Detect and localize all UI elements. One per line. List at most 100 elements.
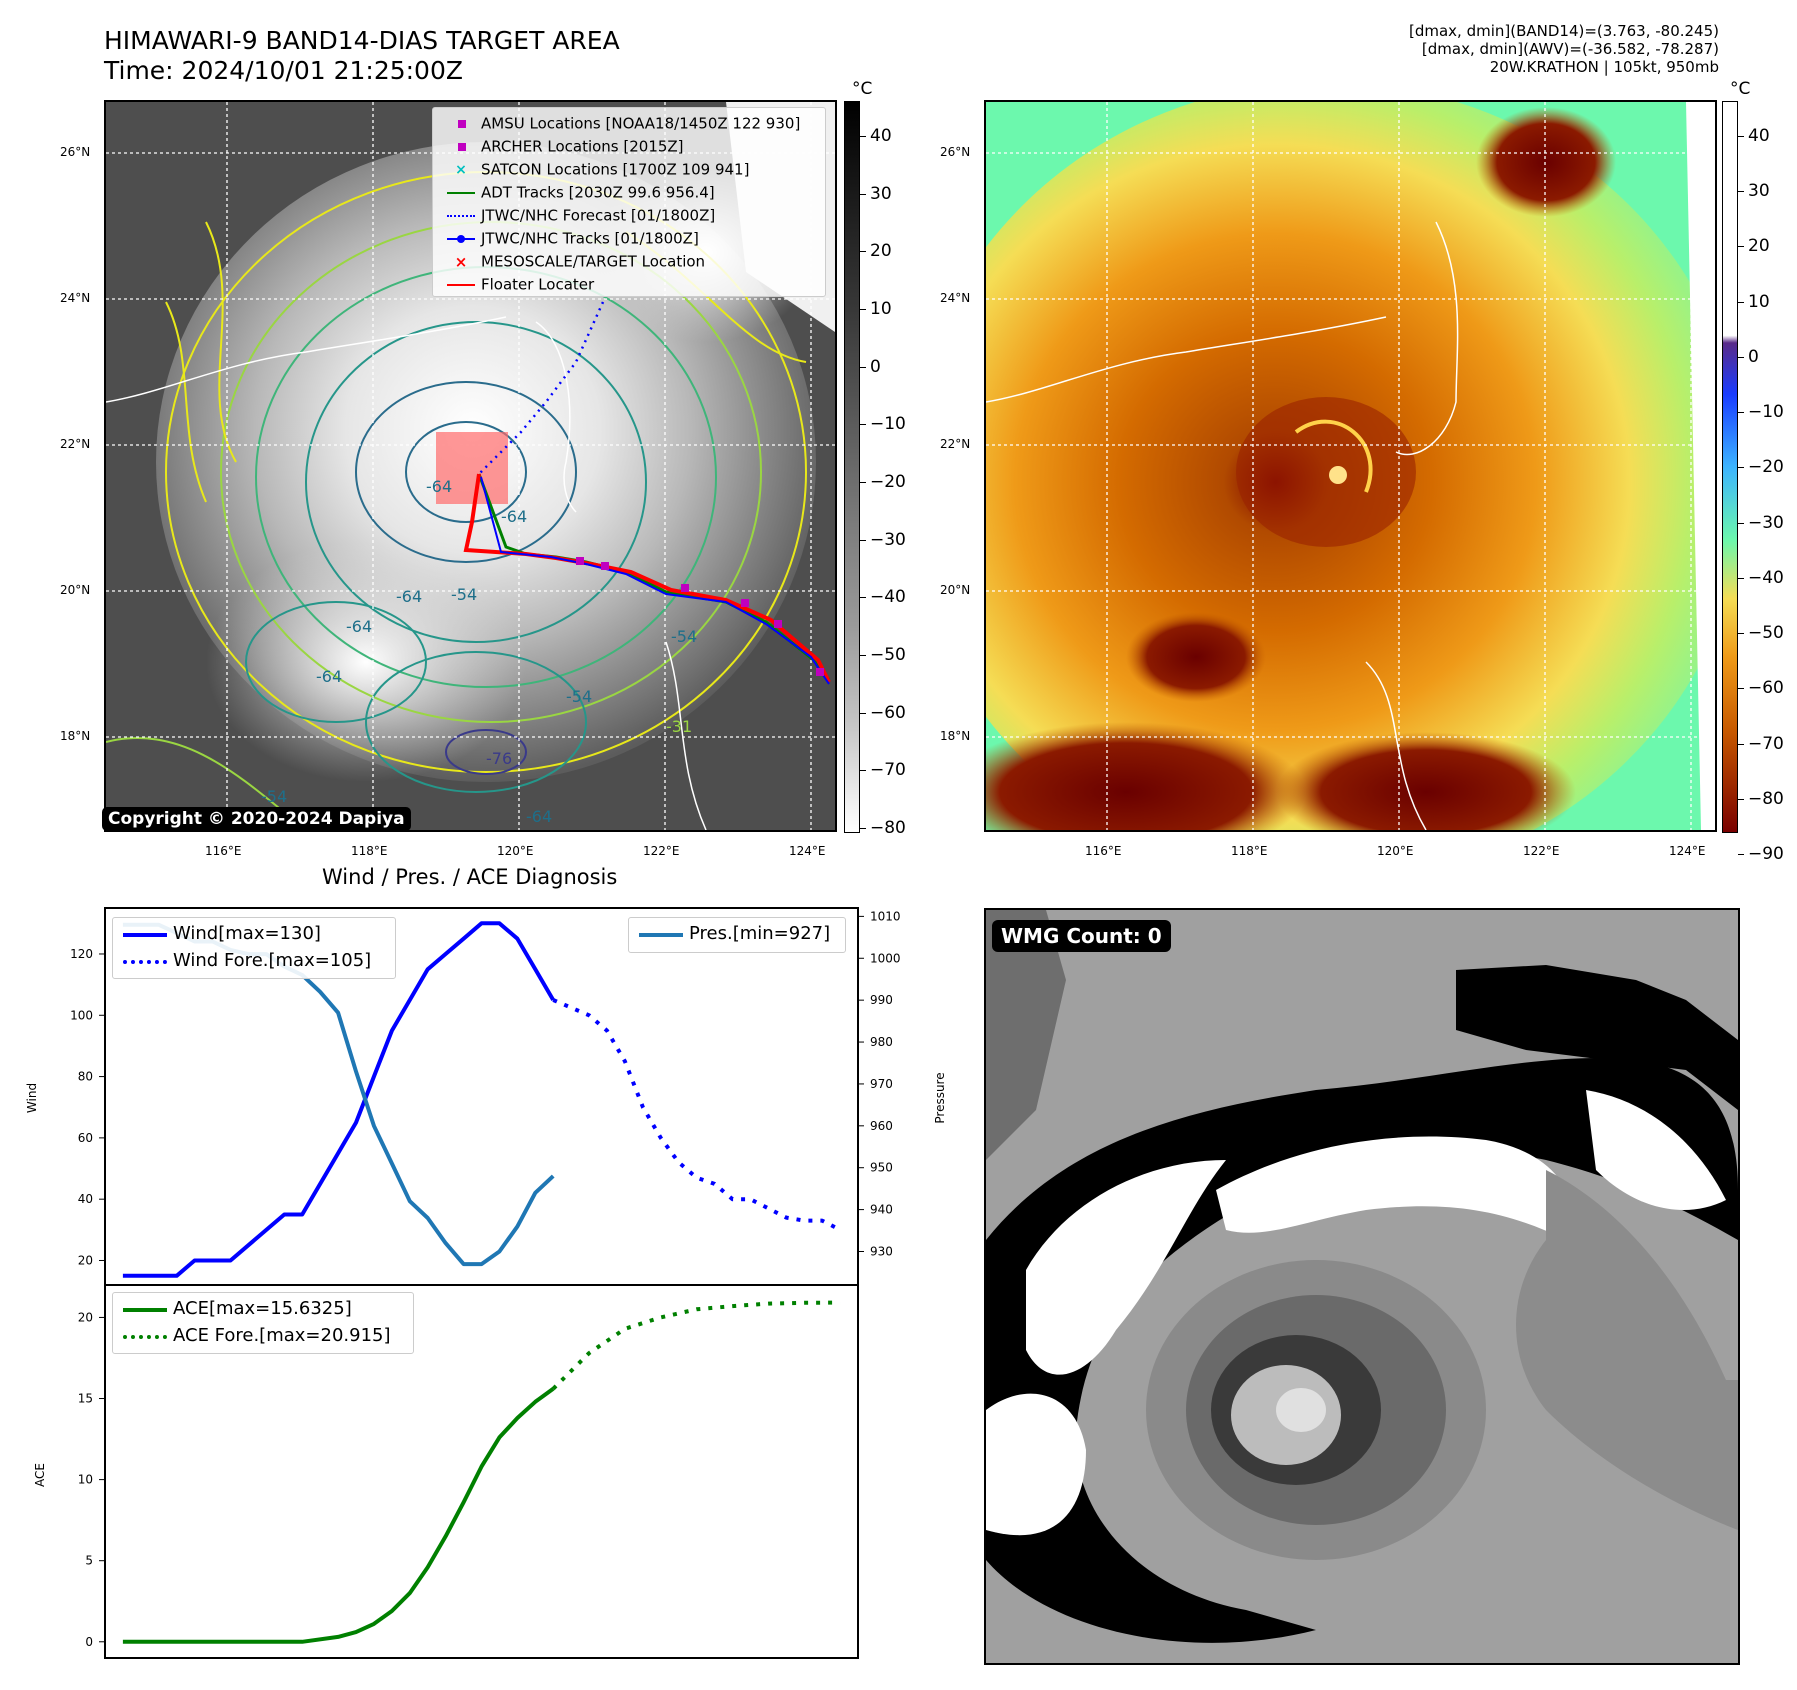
ace-plot: 0 5 10 15 20: [78, 1284, 859, 1659]
colorbar-tick-mark: [1738, 246, 1744, 248]
diagnosis-chart: 2040608010012093094095096097098099010001…: [25, 907, 947, 1659]
map-legend: AMSU Locations [NOAA18/1450Z 122 930] AR…: [432, 107, 826, 297]
contour-label: -31: [666, 717, 692, 736]
contour-label: -64: [316, 667, 342, 686]
pressure-tick-label: 1000: [870, 951, 901, 965]
ace-series-line-0: [122, 1387, 555, 1644]
lat-label: 20°N: [60, 583, 91, 597]
lon-label: 122°E: [643, 844, 680, 858]
ace-legend: ACE[max=15.6325] ACE Fore.[max=20.915]: [112, 1292, 414, 1354]
colorbar-tick-mark: [860, 251, 866, 253]
colorbar-tick-mark: [1738, 467, 1744, 469]
legend-item-target: × MESOSCALE/TARGET Location: [441, 250, 705, 272]
colorbar-tick-label: −50: [870, 645, 906, 665]
lon-label: 124°E: [789, 844, 826, 858]
colorbar-tick-label: 30: [1748, 181, 1770, 202]
legend-item-jtwc-forecast: JTWC/NHC Forecast [01/1800Z]: [441, 204, 715, 226]
series-line-0: [122, 921, 555, 1278]
series-line-1: [552, 998, 842, 1232]
colorbar-tick-label: −40: [1748, 567, 1784, 588]
colorbar-tick-label: 0: [870, 356, 881, 377]
ace-tick-label: 15: [78, 1392, 93, 1406]
wmg-image: [986, 910, 1738, 1663]
colorbar-tick-label: −70: [870, 760, 906, 781]
wind-tick-label: 80: [78, 1070, 93, 1084]
square-marker-icon: [441, 113, 481, 135]
lat-label: 22°N: [940, 437, 971, 451]
diagnosis-title: Wind / Pres. / ACE Diagnosis: [322, 865, 618, 889]
colorbar-tick-mark: [1738, 136, 1744, 137]
colorbar-tick-mark: [1738, 577, 1744, 579]
colorbar-tick-mark: [860, 482, 866, 483]
ace-tick-label: 20: [78, 1310, 93, 1324]
colorbar-tick-label: −80: [1748, 788, 1784, 809]
colorbar-tick-label: −30: [1748, 512, 1784, 533]
lon-label: 120°E: [497, 844, 534, 858]
colorbar-tick-label: −80: [870, 818, 906, 838]
wmg-count-badge: WMG Count: 0: [992, 920, 1171, 952]
pressure-tick-label: 950: [870, 1161, 893, 1175]
wind-tick-label: 100: [70, 1008, 93, 1022]
wind-tick-label: 20: [78, 1253, 93, 1267]
ace-axis-label: ACE: [33, 1463, 47, 1487]
colorbar-tick-label: −10: [870, 414, 906, 435]
colorbar-unit: °C: [852, 79, 873, 99]
lon-label: 118°E: [1231, 844, 1268, 858]
colorbar-tick-label: −20: [870, 472, 906, 492]
pressure-tick-label: 960: [870, 1119, 893, 1133]
copyright-badge: Copyright © 2020-2024 Dapiya: [102, 807, 411, 831]
colorbar-tick-mark: [860, 539, 866, 541]
lat-label: 26°N: [940, 145, 971, 159]
legend-item-pressure: Pres.[min=927]: [635, 921, 830, 947]
pressure-tick-label: 980: [870, 1035, 893, 1049]
ace-tick-label: 0: [85, 1635, 93, 1649]
colorbar-tick-label: −40: [870, 587, 906, 608]
colorbar-tick-mark: [860, 193, 866, 195]
ace-frame: [104, 1284, 859, 1659]
color-map-panel: [984, 100, 1717, 832]
awv-range: [dmax, dmin](AWV)=(-36.582, -78.287): [1421, 40, 1719, 58]
colorbar-tick-label: 40: [1748, 126, 1770, 146]
colorbar-tick-label: −20: [1748, 457, 1784, 478]
ace-tick-label: 5: [85, 1554, 93, 1568]
page-timestamp: Time: 2024/10/01 21:25:00Z: [104, 56, 463, 85]
colorbar-tick-mark: [860, 770, 866, 772]
contour-label: -54: [566, 687, 592, 706]
band14-range: [dmax, dmin](BAND14)=(3.763, -80.245): [1408, 22, 1719, 40]
line-marker-icon: [441, 274, 481, 296]
lon-label: 122°E: [1523, 844, 1560, 858]
legend-item-wind-forecast: Wind Fore.[max=105]: [119, 948, 371, 974]
line-dot-icon: [441, 228, 481, 250]
colorbar-tick-mark: [860, 366, 866, 368]
colorbar-tick-mark: [860, 828, 866, 829]
colorbar-tick-mark: [860, 712, 866, 714]
wind-legend: Wind[max=130] Wind Fore.[max=105]: [112, 917, 396, 979]
wmg-panel: [984, 908, 1740, 1665]
colorbar-tick-label: −50: [1748, 623, 1784, 644]
contour-label: -64: [501, 507, 527, 526]
square-marker-icon: [441, 136, 481, 158]
line-swatch-icon: [119, 921, 173, 947]
color-map-image: [986, 102, 1715, 830]
lat-label: 18°N: [940, 729, 971, 743]
colorbar-tick-mark: [1738, 633, 1744, 635]
colorbar-tick-mark: [860, 309, 866, 310]
line-swatch-icon: [119, 1296, 173, 1322]
colorbar-tick-mark: [860, 597, 866, 599]
lon-label: 118°E: [351, 844, 388, 858]
colorbar-tick-label: −10: [1748, 402, 1784, 423]
storm-info: 20W.KRATHON | 105kt, 950mb: [1489, 58, 1719, 76]
contour-label: -64: [346, 617, 372, 636]
colorbar-tick-label: 0: [1748, 346, 1759, 367]
colorbar-left: [844, 101, 860, 833]
colorbar-unit: °C: [1730, 79, 1751, 99]
legend-item-wind: Wind[max=130]: [119, 921, 321, 947]
pressure-axis-label: Pressure: [933, 1072, 947, 1123]
lon-label: 120°E: [1377, 844, 1414, 858]
pressure-tick-label: 930: [870, 1244, 893, 1258]
colorbar-right: [1722, 101, 1738, 833]
lat-label: 24°N: [60, 291, 91, 305]
pressure-legend: Pres.[min=927]: [628, 917, 846, 953]
pressure-tick-label: 1010: [870, 909, 901, 923]
wind-tick-label: 40: [78, 1192, 93, 1206]
